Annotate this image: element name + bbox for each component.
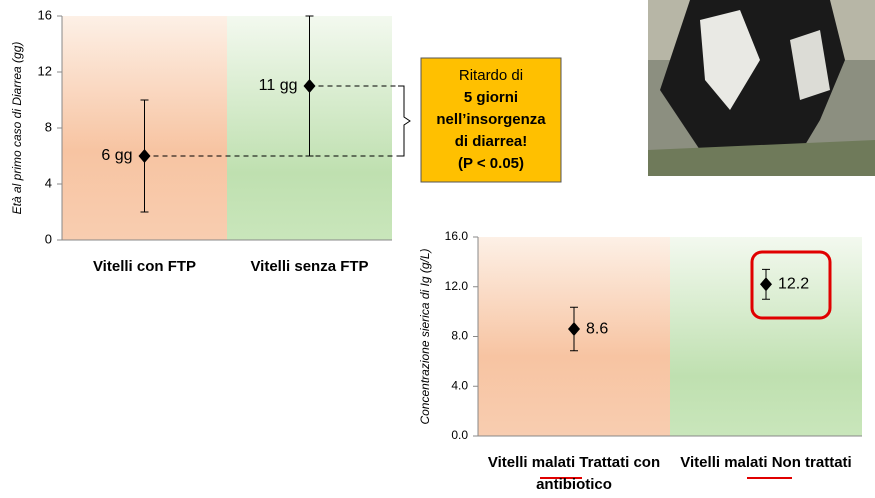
y-tick-label: 0 xyxy=(45,231,52,246)
y-tick-label: 8 xyxy=(45,119,52,134)
data-label: 8.6 xyxy=(586,320,608,337)
x-tick-label: Vitelli malati Non trattati xyxy=(680,454,852,471)
x-tick-label: Vitelli con FTP xyxy=(92,258,197,275)
annotation-text: 5 giorni xyxy=(464,89,518,106)
chart-1: 0 4 8 12 16 Età al primo caso di Diarrea (gg)… xyxy=(10,7,562,246)
y-axis-label: Età al primo caso di Diarrea (gg) xyxy=(10,42,24,215)
y-tick-label: 16.0 xyxy=(445,229,469,243)
y-axis-label: Concentrazione sierica di Ig (g/L) xyxy=(418,248,432,424)
annotation-text: nell’insorgenza xyxy=(436,111,546,128)
bracket xyxy=(398,85,411,157)
y-tick-label: 4.0 xyxy=(451,378,468,392)
x-tick-label: Vitelli senza FTP xyxy=(250,258,369,275)
data-label: 12.2 xyxy=(778,275,809,292)
photo xyxy=(648,0,875,176)
y-tick-label: 16 xyxy=(38,7,52,22)
annotation-text: Ritardo di xyxy=(459,67,523,84)
y-tick-label: 12 xyxy=(38,63,52,78)
band xyxy=(670,237,862,436)
y-tick-label: 8.0 xyxy=(451,329,468,343)
annotation-text: (P < 0.05) xyxy=(458,155,524,172)
annotation-text: di diarrea! xyxy=(455,133,528,150)
annotation-box xyxy=(420,57,562,183)
highlight-box xyxy=(750,250,832,320)
dashed-guide xyxy=(144,85,398,157)
x-tick-label: Vitelli malati Trattati con antibiotico xyxy=(487,454,661,493)
chart-2: 0.0 4.0 8.0 12.0 16.0 Concentrazione sierica … xyxy=(418,229,862,442)
data-label: 11 gg xyxy=(259,77,298,94)
data-label: 6 gg xyxy=(101,147,132,164)
data-point xyxy=(760,277,772,292)
data-point xyxy=(568,322,580,337)
y-tick-label: 12.0 xyxy=(445,279,469,293)
y-tick-label: 4 xyxy=(45,175,52,190)
y-tick-label: 0.0 xyxy=(451,428,468,442)
